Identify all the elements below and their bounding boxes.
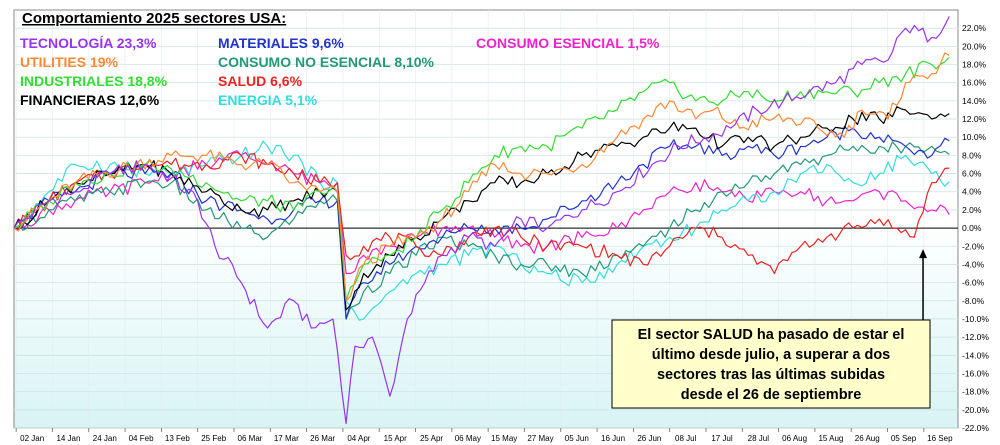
x-tick-label: 05 Jun	[565, 434, 589, 443]
x-tick-label: 27 May	[527, 434, 553, 443]
y-tick-label: -12.0%	[962, 332, 989, 342]
y-tick-label: -6.0%	[962, 278, 985, 288]
annotation-line-3: sectores tras las últimas subidas	[657, 367, 885, 383]
x-tick-label: 06 Aug	[782, 434, 807, 443]
x-tick-label: 16 Sep	[927, 434, 953, 443]
series-line-4	[13, 125, 950, 320]
y-axis: 22.0% 20.0% 18.0% 16.0% 14.0% 12.0% 10.0% 8.0% 6…	[962, 23, 989, 433]
x-tick-label: 06 Mar	[238, 434, 263, 443]
annotation-line-1: El sector SALUD ha pasado de estar el	[638, 327, 905, 343]
x-tick-label: 17 Jul	[711, 434, 733, 443]
x-tick-label: 17 Mar	[274, 434, 299, 443]
x-tick-label: 26 Jun	[637, 434, 661, 443]
chart-title: Comportamiento 2025 sectores USA:	[22, 10, 286, 27]
series-line-0	[13, 16, 950, 425]
series-line-3	[13, 106, 950, 311]
y-tick-label: 0.0%	[962, 223, 982, 233]
annotation-line-2: último desde julio, a superar a dos	[652, 347, 891, 363]
y-tick-label: 8.0%	[962, 150, 982, 160]
x-tick-label: 26 Mar	[310, 434, 335, 443]
x-tick-label: 25 Feb	[201, 434, 226, 443]
series-layer	[13, 16, 950, 425]
y-tick-label: 14.0%	[962, 96, 987, 106]
y-tick-label: -8.0%	[962, 296, 985, 306]
x-tick-label: 15 Aug	[818, 434, 843, 443]
legend-item-financieras: FINANCIERAS 12,6%	[20, 92, 160, 108]
legend-item-industriales: INDUSTRIALES 18,8%	[20, 73, 168, 89]
y-tick-label: 20.0%	[962, 41, 987, 51]
annotation-line-4: desde el 26 de septiembre	[681, 387, 862, 403]
legend-item-consumo-esencial: CONSUMO ESENCIAL 1,5%	[476, 35, 660, 51]
y-tick-label: -20.0%	[962, 405, 989, 415]
legend-item-consumo-no-esencial: CONSUMO NO ESENCIAL 8,10%	[218, 54, 435, 70]
x-tick-label: 15 May	[491, 434, 517, 443]
y-tick-label: 6.0%	[962, 169, 982, 179]
x-tick-label: 02 Jan	[20, 434, 44, 443]
y-tick-label: 10.0%	[962, 132, 987, 142]
y-tick-label: -10.0%	[962, 314, 989, 324]
y-tick-label: 18.0%	[962, 60, 987, 70]
series-line-7	[13, 150, 950, 275]
y-tick-label: -4.0%	[962, 259, 985, 269]
x-tick-label: 08 Jul	[675, 434, 697, 443]
series-line-1	[13, 52, 950, 302]
y-tick-label: 16.0%	[962, 78, 987, 88]
x-tick-label: 16 Jun	[601, 434, 625, 443]
legend-item-salud: SALUD 6,6%	[218, 73, 303, 89]
legend-item-materiales: MATERIALES 9,6%	[218, 35, 344, 51]
y-tick-label: 22.0%	[962, 23, 987, 33]
x-tick-label: 15 Apr	[384, 434, 407, 443]
x-tick-label: 13 Feb	[165, 434, 190, 443]
annotation: El sector SALUD ha pasado de estar el úl…	[611, 249, 931, 409]
y-tick-label: -2.0%	[962, 241, 985, 251]
series-line-5	[13, 141, 950, 320]
x-tick-label: 06 May	[455, 434, 481, 443]
y-tick-label: -14.0%	[962, 350, 989, 360]
legend: TECNOLOGÍA 23,3% UTILITIES 19% INDUSTRIA…	[20, 35, 660, 108]
y-tick-label: 2.0%	[962, 205, 982, 215]
x-tick-label: 26 Aug	[855, 434, 880, 443]
legend-item-tecnologia: TECNOLOGÍA 23,3%	[20, 35, 157, 51]
legend-item-utilities: UTILITIES 19%	[20, 54, 119, 70]
x-tick-label: 04 Apr	[347, 434, 370, 443]
y-tick-label: 4.0%	[962, 187, 982, 197]
series-line-6	[13, 151, 950, 275]
annotation-box	[611, 319, 931, 409]
x-tick-label: 28 Jul	[748, 434, 770, 443]
x-tick-label: 04 Feb	[129, 434, 154, 443]
y-tick-label: 12.0%	[962, 114, 987, 124]
x-tick-label: 14 Jan	[56, 434, 80, 443]
x-tick-label: 05 Sep	[891, 434, 917, 443]
x-axis: 02 Jan 14 Jan 24 Jan 04 Feb 13 Feb 25 Feb 06 M…	[15, 428, 953, 443]
annotation-arrowhead	[919, 249, 928, 259]
y-tick-label: -22.0%	[962, 423, 989, 433]
x-tick-label: 24 Jan	[93, 434, 117, 443]
legend-item-energia: ENERGIA 5,1%	[218, 92, 318, 108]
y-tick-label: -18.0%	[962, 387, 989, 397]
x-tick-label: 25 Apr	[420, 434, 443, 443]
y-tick-label: -16.0%	[962, 368, 989, 378]
